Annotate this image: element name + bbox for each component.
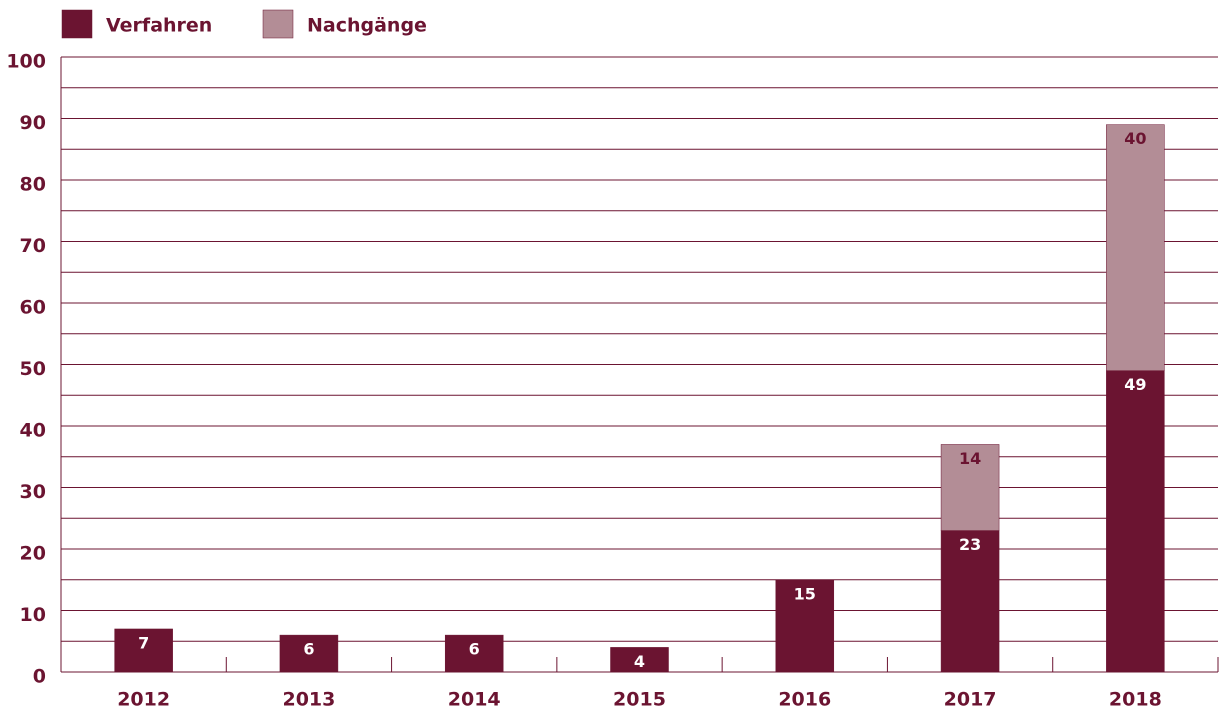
data-label: 15 [794, 584, 816, 603]
bar-segment [114, 628, 173, 673]
x-tick-label: 2012 [117, 689, 170, 711]
data-label: 6 [303, 640, 314, 659]
bar-segment [775, 579, 835, 673]
x-tick-label: 2018 [1109, 689, 1162, 711]
x-tick-label: 2015 [613, 689, 666, 711]
data-label: 40 [1124, 129, 1146, 148]
y-tick-label: 50 [20, 358, 46, 380]
legend-swatch [61, 9, 93, 39]
y-tick-label: 100 [6, 51, 46, 73]
y-tick-label: 40 [20, 420, 46, 442]
bar-segment [1106, 124, 1165, 371]
y-tick-label: 90 [20, 112, 46, 134]
data-label: 4 [634, 652, 645, 671]
bar-segment [279, 634, 339, 673]
data-label: 14 [959, 449, 981, 468]
x-tick-label: 2016 [778, 689, 831, 711]
y-tick-label: 80 [20, 174, 46, 196]
bar-segment [940, 530, 1000, 673]
data-label: 49 [1124, 375, 1146, 394]
legend-swatch [262, 9, 294, 39]
legend-label: Nachgänge [307, 15, 427, 37]
legend-label: Verfahren [106, 15, 212, 37]
x-tick-label: 2014 [448, 689, 501, 711]
bar-segment [610, 647, 669, 673]
bar-segment [1106, 370, 1165, 673]
y-tick-label: 30 [20, 481, 46, 503]
y-tick-label: 20 [20, 543, 46, 565]
y-tick-label: 0 [33, 666, 46, 688]
data-label: 7 [138, 633, 149, 652]
data-label: 6 [469, 640, 480, 659]
bar-segment [940, 444, 1000, 531]
y-tick-label: 60 [20, 297, 46, 319]
x-tick-label: 2017 [944, 689, 997, 711]
y-tick-label: 70 [20, 235, 46, 257]
bar-segment [444, 634, 504, 673]
data-label: 23 [959, 535, 981, 554]
y-tick-label: 10 [20, 604, 46, 626]
x-tick-label: 2013 [282, 689, 335, 711]
